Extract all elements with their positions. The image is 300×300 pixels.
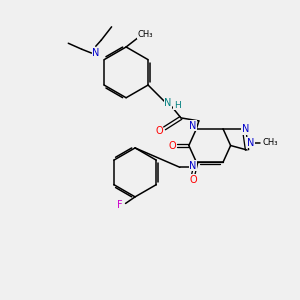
Text: O: O — [155, 126, 163, 136]
Text: N: N — [189, 160, 196, 170]
Text: N: N — [164, 98, 172, 108]
Text: N: N — [247, 137, 254, 148]
Text: H: H — [174, 100, 180, 109]
Text: CH₃: CH₃ — [138, 30, 153, 39]
Text: N: N — [92, 48, 100, 58]
Text: N: N — [189, 121, 196, 130]
Text: F: F — [117, 200, 122, 210]
Text: N: N — [242, 124, 249, 134]
Text: O: O — [190, 175, 197, 185]
Text: O: O — [168, 140, 176, 151]
Text: CH₃: CH₃ — [262, 138, 278, 147]
